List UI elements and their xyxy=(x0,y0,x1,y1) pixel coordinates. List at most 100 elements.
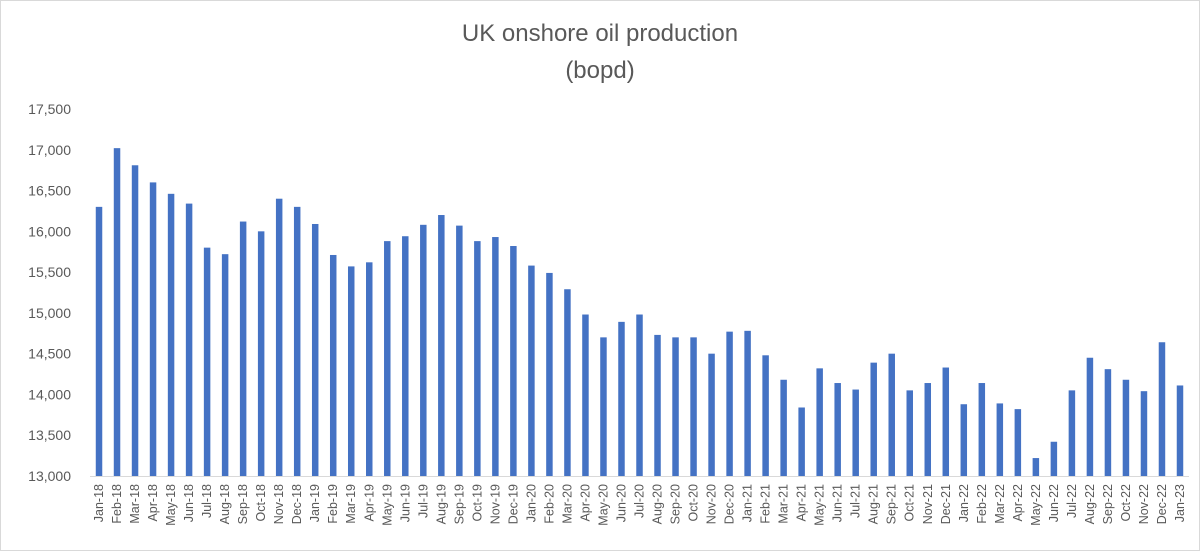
bar xyxy=(456,225,463,476)
y-tick-label: 16,000 xyxy=(28,223,71,239)
x-tick-label: Feb-22 xyxy=(975,484,989,524)
bar xyxy=(888,353,895,476)
x-tick-label: Apr-20 xyxy=(578,484,592,522)
x-tick-label: Apr-19 xyxy=(362,484,376,522)
bar xyxy=(654,334,661,476)
bar xyxy=(978,383,986,476)
x-tick-label: Jan-20 xyxy=(524,484,538,522)
x-tick-label: Sep-20 xyxy=(669,484,683,524)
x-tick-label: Apr-22 xyxy=(1011,484,1025,522)
bar xyxy=(600,337,607,476)
x-tick-label: Feb-21 xyxy=(759,484,773,524)
x-tick-label: Feb-20 xyxy=(542,484,556,524)
x-tick-label: Jun-22 xyxy=(1047,484,1061,522)
x-tick-label: Jan-22 xyxy=(957,484,971,522)
bar xyxy=(113,148,121,476)
x-tick-label: Aug-20 xyxy=(651,484,665,524)
y-tick-label: 16,500 xyxy=(28,183,71,199)
x-tick-label: Jul-19 xyxy=(416,484,430,518)
y-tick-label: 14,000 xyxy=(28,386,71,402)
x-tick-label: Sep-18 xyxy=(236,484,250,524)
x-tick-label: Dec-18 xyxy=(290,484,304,524)
bar xyxy=(906,390,913,476)
x-tick-label: Oct-20 xyxy=(687,484,701,522)
x-tick-label: Apr-21 xyxy=(795,484,809,522)
x-tick-label: Oct-19 xyxy=(470,484,484,522)
bar xyxy=(1104,369,1112,476)
x-tick-label: Jan-21 xyxy=(741,484,755,522)
x-tick-label: Sep-21 xyxy=(885,484,899,524)
bar xyxy=(492,237,499,476)
x-tick-label: May-18 xyxy=(164,484,178,526)
bar xyxy=(816,368,823,476)
bar xyxy=(149,182,157,476)
bar xyxy=(780,379,787,476)
bar xyxy=(1158,342,1166,476)
bar xyxy=(582,314,589,476)
bar xyxy=(347,266,355,476)
bar xyxy=(726,331,733,476)
bar xyxy=(1176,385,1184,476)
bar xyxy=(708,353,715,476)
x-tick-label: Jul-21 xyxy=(849,484,863,518)
bar xyxy=(762,355,769,476)
bar xyxy=(618,321,625,476)
bar xyxy=(474,241,481,476)
x-tick-label: Oct-21 xyxy=(903,484,917,522)
bar xyxy=(1068,390,1076,476)
bar xyxy=(510,246,517,476)
bar xyxy=(960,404,968,476)
bar xyxy=(528,265,535,476)
bar xyxy=(1086,357,1094,476)
bar xyxy=(311,223,319,476)
bar xyxy=(1140,391,1148,476)
x-tick-label: Nov-22 xyxy=(1137,484,1151,524)
x-tick-label: May-22 xyxy=(1029,484,1043,526)
x-tick-label: Jul-18 xyxy=(200,484,214,518)
bar xyxy=(402,236,409,476)
x-tick-label: Jul-22 xyxy=(1065,484,1079,518)
y-tick-label: 14,500 xyxy=(28,346,71,362)
bar xyxy=(185,203,193,476)
x-tick-label: Aug-19 xyxy=(434,484,448,524)
bar xyxy=(275,198,283,476)
bar xyxy=(366,262,373,476)
bar xyxy=(852,389,859,476)
bar xyxy=(95,206,103,476)
bar xyxy=(420,224,427,476)
x-tick-label: Mar-19 xyxy=(344,484,358,524)
bar xyxy=(672,337,679,476)
x-tick-label: Aug-22 xyxy=(1083,484,1097,524)
bar xyxy=(798,407,805,476)
bar xyxy=(438,215,445,476)
bar xyxy=(131,165,139,476)
bar xyxy=(996,403,1004,476)
x-tick-label: Jun-18 xyxy=(182,484,196,522)
bar xyxy=(924,383,932,476)
x-tick-label: Mar-20 xyxy=(560,484,574,524)
x-tick-label: May-20 xyxy=(596,484,610,526)
bar xyxy=(1050,441,1058,476)
x-tick-label: Jun-20 xyxy=(614,484,628,522)
x-tick-label: Jul-20 xyxy=(633,484,647,518)
y-tick-label: 17,500 xyxy=(28,101,71,117)
x-tick-label: Nov-18 xyxy=(272,484,286,524)
y-tick-label: 13,500 xyxy=(28,427,71,443)
chart-title: UK onshore oil production xyxy=(461,20,739,47)
x-tick-label: Jan-18 xyxy=(92,484,106,522)
bar xyxy=(744,330,751,476)
bar xyxy=(221,254,229,476)
bar xyxy=(942,367,950,476)
x-tick-label: Mar-21 xyxy=(777,484,791,524)
x-tick-label: Mar-22 xyxy=(993,484,1007,524)
x-tick-label: Mar-18 xyxy=(128,484,142,524)
bar xyxy=(293,206,301,476)
bar xyxy=(203,247,211,476)
x-tick-label: Dec-20 xyxy=(723,484,737,524)
x-tick-label: Oct-18 xyxy=(254,484,268,522)
bar xyxy=(257,231,265,476)
y-tick-label: 17,000 xyxy=(28,142,71,158)
bar xyxy=(239,221,247,476)
x-tick-label: Jun-19 xyxy=(398,484,412,522)
